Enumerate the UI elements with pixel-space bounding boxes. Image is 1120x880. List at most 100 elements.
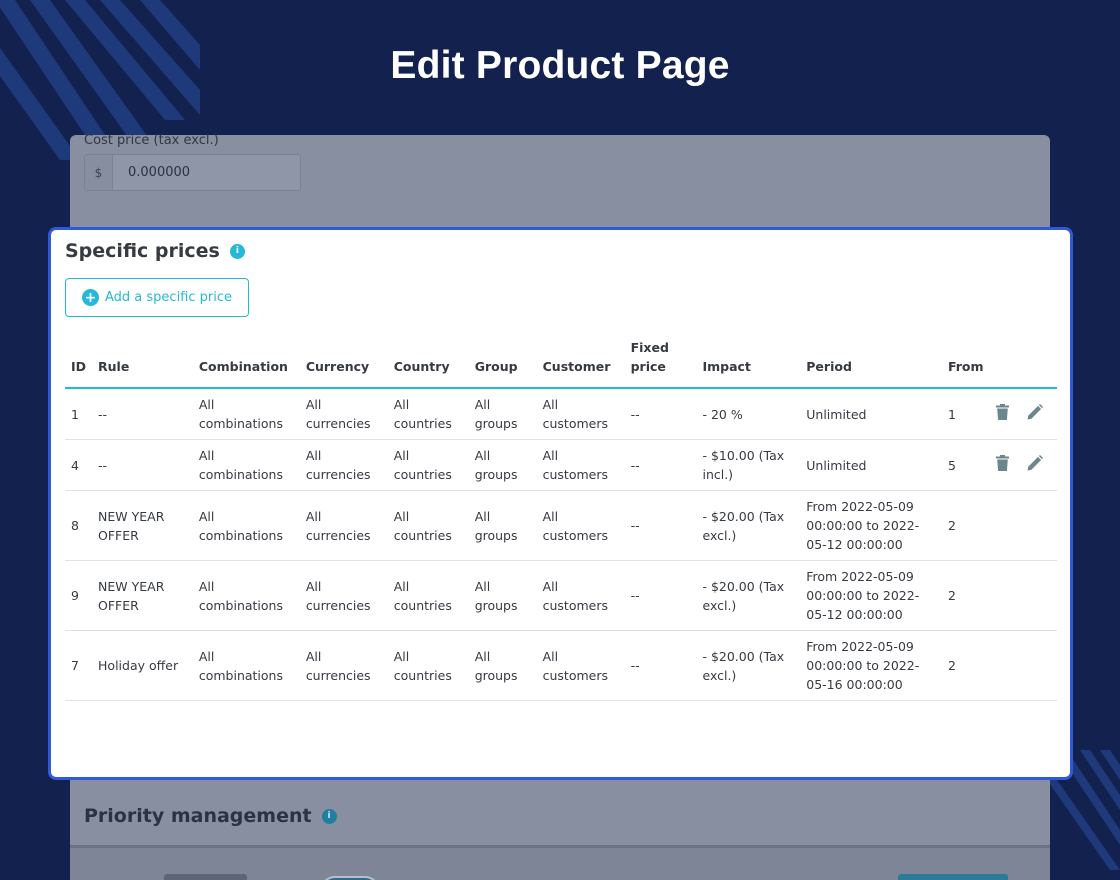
row-actions	[989, 388, 1057, 440]
cell-customer: All customers	[536, 630, 625, 701]
cell-from: 2	[941, 490, 990, 561]
column-header: Currency	[299, 338, 388, 389]
currency-prefix: $	[85, 155, 113, 190]
cell-country: All countries	[387, 560, 469, 631]
cell-group: All groups	[468, 490, 537, 561]
table-row: 9 NEW YEAR OFFER All combinations All curre…	[65, 560, 1057, 631]
column-header: Customer	[536, 338, 625, 389]
info-icon[interactable]: i	[229, 243, 245, 259]
cell-fixed-price: --	[624, 630, 697, 701]
actions-header	[989, 338, 1057, 389]
cell-customer: All customers	[536, 388, 625, 440]
cell-currency: All currencies	[299, 388, 388, 440]
row-actions	[989, 630, 1057, 701]
cell-from: 1	[941, 388, 990, 440]
cell-impact: - $20.00 (Tax excl.)	[696, 490, 801, 561]
trash-icon[interactable]	[995, 403, 1009, 425]
page-title: Edit Product Page	[390, 44, 730, 87]
cell-group: All groups	[468, 630, 537, 701]
cell-customer: All customers	[536, 560, 625, 631]
cell-impact: - $20.00 (Tax excl.)	[696, 630, 801, 701]
column-header: Rule	[92, 338, 193, 389]
cell-from: 5	[941, 439, 990, 491]
cell-group: All groups	[468, 439, 537, 491]
cell-rule: NEW YEAR OFFER	[92, 560, 193, 631]
table-header-row: ID Rule Combination Currency Country Gro…	[65, 338, 1057, 389]
cell-fixed-price: --	[624, 439, 697, 491]
specific-prices-title: Specific prices i	[65, 240, 245, 262]
cell-fixed-price: --	[624, 490, 697, 561]
cell-customer: All customers	[536, 490, 625, 561]
row-actions	[989, 439, 1057, 491]
add-specific-price-label: Add a specific price	[105, 290, 233, 305]
cell-fixed-price: --	[624, 388, 697, 440]
cell-period: From 2022-05-09 00:00:00 to 2022-05-12 0…	[800, 490, 942, 561]
priority-button[interactable]	[164, 874, 247, 880]
cell-currency: All currencies	[299, 560, 388, 631]
cell-combination: All combinations	[192, 630, 300, 701]
add-specific-price-button[interactable]: + Add a specific price	[65, 278, 249, 317]
cell-impact: - 20 %	[696, 388, 801, 440]
column-header: Country	[387, 338, 469, 389]
priority-save-button[interactable]	[898, 874, 1008, 880]
priority-controls	[70, 845, 1050, 880]
cell-period: From 2022-05-09 00:00:00 to 2022-05-16 0…	[800, 630, 942, 701]
column-header: Impact	[696, 338, 801, 389]
cell-combination: All combinations	[192, 560, 300, 631]
cell-id: 7	[65, 630, 93, 701]
column-header: Combination	[192, 338, 300, 389]
specific-prices-label: Specific prices	[65, 240, 220, 262]
cell-fixed-price: --	[624, 560, 697, 631]
specific-prices-table: ID Rule Combination Currency Country Gro…	[65, 338, 1057, 701]
column-header: From	[941, 338, 990, 389]
cell-currency: All currencies	[299, 630, 388, 701]
priority-toggle[interactable]	[320, 876, 380, 880]
cell-from: 2	[941, 560, 990, 631]
info-icon[interactable]: i	[321, 808, 337, 824]
cell-impact: - $10.00 (Tax incl.)	[696, 439, 801, 491]
table-row: 1 -- All combinations All currencies All cou…	[65, 388, 1057, 440]
cell-rule: Holiday offer	[92, 630, 193, 701]
cost-price-input[interactable]: $ 0.000000	[84, 154, 301, 191]
decorative-stripes	[0, 0, 200, 160]
column-header: ID	[65, 338, 93, 389]
row-actions	[989, 560, 1057, 631]
cell-rule: --	[92, 388, 193, 440]
cell-country: All countries	[387, 630, 469, 701]
row-actions	[989, 490, 1057, 561]
cell-period: Unlimited	[800, 388, 942, 440]
cell-period: From 2022-05-09 00:00:00 to 2022-05-12 0…	[800, 560, 942, 631]
cell-impact: - $20.00 (Tax excl.)	[696, 560, 801, 631]
cell-currency: All currencies	[299, 439, 388, 491]
column-header: Period	[800, 338, 942, 389]
cell-customer: All customers	[536, 439, 625, 491]
cell-combination: All combinations	[192, 388, 300, 440]
cell-currency: All currencies	[299, 490, 388, 561]
priority-management-label: Priority management	[84, 805, 312, 827]
cell-country: All countries	[387, 439, 469, 491]
cost-price-value[interactable]: 0.000000	[128, 165, 191, 180]
cell-period: Unlimited	[800, 439, 942, 491]
cell-id: 1	[65, 388, 93, 440]
pencil-icon[interactable]	[1027, 403, 1043, 425]
cell-combination: All combinations	[192, 490, 300, 561]
cell-country: All countries	[387, 388, 469, 440]
cell-id: 9	[65, 560, 93, 631]
cell-id: 8	[65, 490, 93, 561]
column-header: Group	[468, 338, 537, 389]
cost-price-label: Cost price (tax excl.)	[84, 133, 219, 148]
specific-prices-card: Specific prices i + Add a specific price…	[48, 227, 1073, 780]
pencil-icon[interactable]	[1027, 454, 1043, 476]
table-row: 7 Holiday offer All combinations All curren…	[65, 630, 1057, 701]
column-header: Fixed price	[624, 338, 697, 389]
cell-group: All groups	[468, 388, 537, 440]
trash-icon[interactable]	[995, 454, 1009, 476]
cell-id: 4	[65, 439, 93, 491]
cell-country: All countries	[387, 490, 469, 561]
table-row: 8 NEW YEAR OFFER All combinations All curre…	[65, 490, 1057, 561]
priority-management-title: Priority management i	[84, 805, 337, 827]
plus-circle-icon: +	[82, 289, 99, 306]
cell-rule: NEW YEAR OFFER	[92, 490, 193, 561]
table-row: 4 -- All combinations All currencies All cou…	[65, 439, 1057, 491]
cell-group: All groups	[468, 560, 537, 631]
